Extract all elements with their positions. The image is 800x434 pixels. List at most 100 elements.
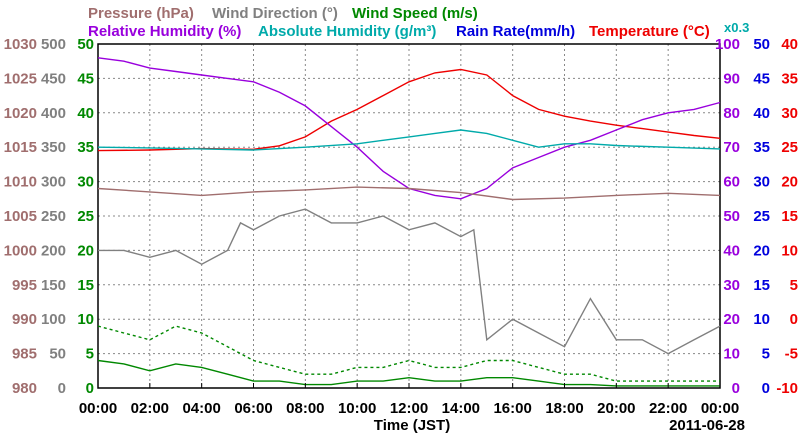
rain-rate-tick-label: 50 [753,36,770,53]
pressure-tick-label: 1030 [4,36,37,53]
temperature-tick-label: -5 [785,346,798,363]
chart-series [97,57,721,387]
series-wind-speed-m-s-max [97,325,720,382]
series-pressure-hpa [97,186,721,201]
wind-direction-tick-label: 150 [41,277,66,294]
temperature-tick-label: -10 [776,380,798,397]
series-temperature-c [97,68,721,152]
humidity-tick-label: 70 [723,139,740,156]
temperature-tick-label: 35 [781,70,798,87]
wind-direction-tick-label: 200 [41,242,66,259]
pressure-tick-label: 990 [12,311,37,328]
legend-relative-humidity: Relative Humidity (%) [88,23,241,40]
rain-rate-tick-label: 25 [753,208,770,225]
wind-direction-tick-label: 500 [41,36,66,53]
x-tick-label: 06:00 [234,400,272,417]
wind-speed-tick-label: 5 [86,346,94,363]
x-tick-label: 22:00 [649,400,687,417]
pressure-tick-label: 1010 [4,174,37,191]
chart-header: Pressure (hPa) Wind Direction (°) Wind Spe… [88,5,749,40]
wind-speed-tick-label: 30 [77,174,94,191]
pressure-tick-label: 1015 [4,139,37,156]
temperature-tick-label: 0 [790,311,798,328]
temperature-tick-label: 10 [781,242,798,259]
pressure-tick-label: 1005 [4,208,37,225]
pressure-tick-label: 985 [12,346,37,363]
pressure-tick-label: 1025 [4,70,37,87]
absolute-humidity-multiplier: x0.3 [724,20,749,35]
x-axis-label: Time (JST) [374,417,450,434]
humidity-tick-label: 100 [715,36,740,53]
humidity-tick-label: 0 [732,380,740,397]
legend-temperature-c: Temperature (°C) [589,23,710,40]
temperature-tick-label: 20 [781,174,798,191]
wind-direction-tick-label: 50 [49,346,66,363]
temperature-tick-label: 30 [781,105,798,122]
x-tick-label: 18:00 [545,400,583,417]
humidity-tick-label: 20 [723,311,740,328]
legend-pressure-hpa: Pressure (hPa) [88,5,194,22]
x-tick-label: 14:00 [442,400,480,417]
pressure-tick-label: 1020 [4,105,37,122]
wind-direction-tick-label: 400 [41,105,66,122]
x-tick-label: 10:00 [338,400,376,417]
legend-wind-direction: Wind Direction (°) [212,5,338,22]
rain-rate-tick-label: 45 [753,70,770,87]
wind-speed-tick-label: 15 [77,277,94,294]
humidity-tick-label: 80 [723,105,740,122]
rain-rate-tick-label: 15 [753,277,770,294]
wind-direction-tick-label: 250 [41,208,66,225]
wind-direction-tick-label: 300 [41,174,66,191]
wind-speed-tick-label: 45 [77,70,94,87]
wind-speed-tick-label: 50 [77,36,94,53]
x-axis: 00:00 02:00 04:00 06:00 08:00 10:00 12:00 14:00… [79,383,739,417]
humidity-tick-label: 30 [723,277,740,294]
humidity-tick-label: 10 [723,346,740,363]
series-absolute-humidity-g-m-x0-3 [97,129,721,151]
wind-speed-tick-label: 40 [77,105,94,122]
right-axes: 1009080706050403020100504540353025201510… [715,36,798,397]
wind-speed-tick-label: 10 [77,311,94,328]
x-tick-label: 20:00 [597,400,635,417]
x-tick-label: 08:00 [286,400,324,417]
rain-rate-tick-label: 20 [753,242,770,259]
pressure-tick-label: 995 [12,277,37,294]
humidity-tick-label: 50 [723,208,740,225]
rain-rate-tick-label: 35 [753,139,770,156]
x-tick-label: 00:00 [79,400,117,417]
rain-rate-tick-label: 0 [762,380,770,397]
wind-speed-tick-label: 25 [77,208,94,225]
x-tick-label: 12:00 [390,400,428,417]
temperature-tick-label: 25 [781,139,798,156]
pressure-tick-label: 980 [12,380,37,397]
rain-rate-tick-label: 40 [753,105,770,122]
left-axes: 1030102510201015101010051000995990985980… [4,36,94,397]
temperature-tick-label: 40 [781,36,798,53]
x-tick-label: 00:00 [701,400,739,417]
humidity-tick-label: 60 [723,174,740,191]
legend-absolute-humidity-g-m: Absolute Humidity (g/m³) [258,23,436,40]
legend-wind-speed-m-s: Wind Speed (m/s) [352,5,478,22]
chart-grid [98,44,720,388]
temperature-tick-label: 15 [781,208,798,225]
rain-rate-tick-label: 10 [753,311,770,328]
date-label: 2011-06-28 [669,417,745,434]
x-tick-label: 16:00 [493,400,531,417]
rain-rate-tick-label: 5 [762,346,770,363]
wind-speed-tick-label: 35 [77,139,94,156]
wind-direction-tick-label: 350 [41,139,66,156]
humidity-tick-label: 40 [723,242,740,259]
x-tick-label: 02:00 [131,400,169,417]
x-tick-label: 04:00 [182,400,220,417]
wind-direction-tick-label: 100 [41,311,66,328]
humidity-tick-label: 90 [723,70,740,87]
wind-direction-tick-label: 0 [58,380,66,397]
pressure-tick-label: 1000 [4,242,37,259]
wind-direction-tick-label: 450 [41,70,66,87]
legend-rain-rate-mm-h: Rain Rate(mm/h) [456,23,575,40]
wind-speed-tick-label: 20 [77,242,94,259]
wind-speed-tick-label: 0 [86,380,94,397]
rain-rate-tick-label: 30 [753,174,770,191]
temperature-tick-label: 5 [790,277,798,294]
